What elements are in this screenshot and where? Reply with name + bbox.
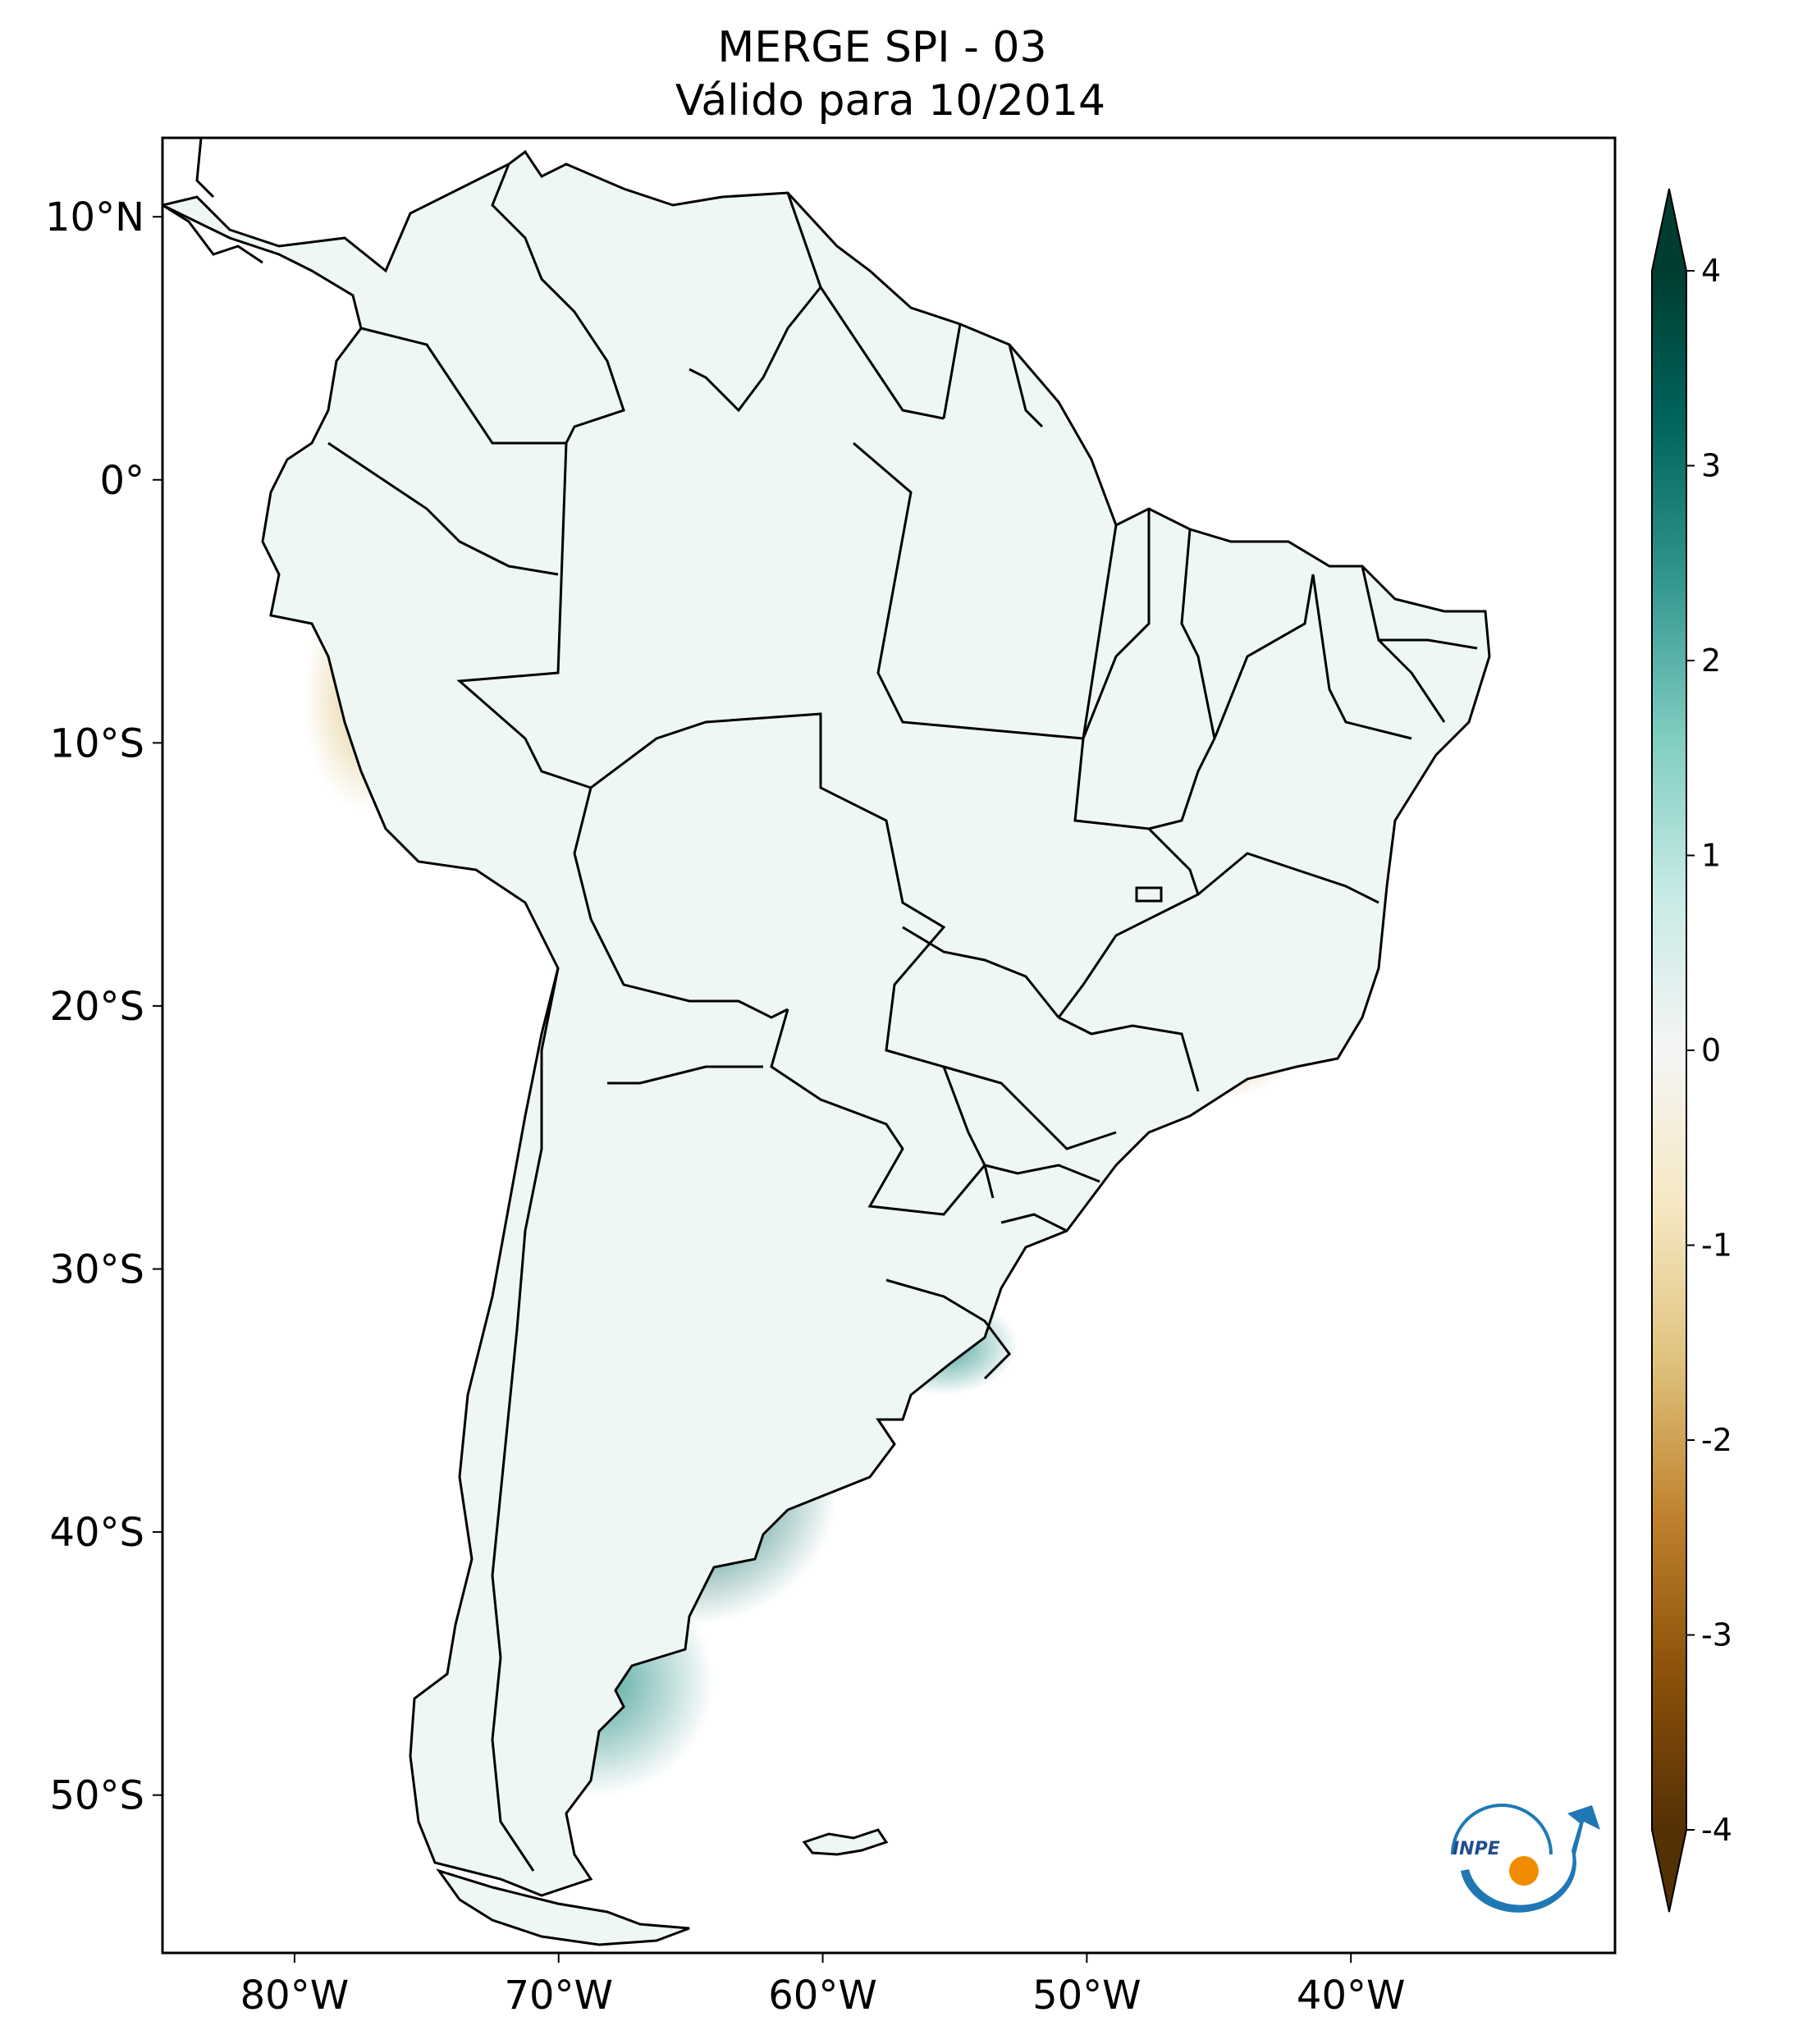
- map-title-line1: MERGE SPI - 03: [717, 23, 1046, 72]
- lat-tick-label: 0°: [99, 458, 144, 504]
- lat-tick-label: 30°S: [49, 1246, 144, 1292]
- lat-tick-label: 20°S: [49, 984, 144, 1030]
- colorbar-tick-label: -1: [1701, 1228, 1732, 1264]
- colorbar-tick-label: 4: [1701, 253, 1721, 289]
- colorbar-tick-label: -2: [1701, 1422, 1732, 1458]
- inpe-logo-text: INPE: [1453, 1839, 1500, 1859]
- lat-tick-label: 10°S: [49, 720, 144, 766]
- map-area: [162, 138, 1615, 1953]
- lon-tick-label: 40°W: [1297, 1973, 1406, 2019]
- colorbar-tick-label: 1: [1701, 838, 1721, 874]
- colorbar-extend-min: [1652, 1830, 1686, 1912]
- lon-tick-label: 50°W: [1032, 1973, 1141, 2019]
- lat-tick-label: 40°S: [49, 1510, 144, 1556]
- tierra-del-fuego: [439, 1871, 689, 1945]
- lon-tick-label: 80°W: [240, 1973, 350, 2019]
- colorbar-tick-label: 2: [1701, 642, 1721, 679]
- colorbar-ticks: 4 3 2 1 0 -1 -2 -3 -4: [1686, 253, 1732, 1848]
- inpe-logo-icon: INPE: [1451, 1804, 1600, 1913]
- colorbar-gradient: [1652, 271, 1686, 1830]
- colorbar-tick-label: -4: [1701, 1812, 1732, 1848]
- map-title-line2: Válido para 10/2014: [675, 76, 1105, 126]
- colorbar-extend-max: [1652, 189, 1686, 271]
- colorbar: 4 3 2 1 0 -1 -2 -3 -4: [1651, 188, 1732, 1913]
- map-frame: [161, 136, 1617, 1955]
- longitude-ticks: 80°W 70°W 60°W 50°W 40°W: [240, 1953, 1406, 2019]
- lat-tick-label: 10°N: [45, 194, 144, 240]
- colorbar-tick-label: 0: [1701, 1032, 1721, 1068]
- lat-tick-label: 50°S: [49, 1773, 144, 1819]
- lon-tick-label: 60°W: [768, 1973, 877, 2019]
- lon-tick-label: 70°W: [504, 1973, 613, 2019]
- colorbar-tick-label: 3: [1701, 448, 1721, 484]
- latitude-ticks: 10°N 0° 10°S 20°S 30°S 40°S 50°S: [45, 194, 162, 1819]
- political-borders: [162, 138, 1491, 1946]
- colorbar-tick-label: -3: [1701, 1617, 1732, 1653]
